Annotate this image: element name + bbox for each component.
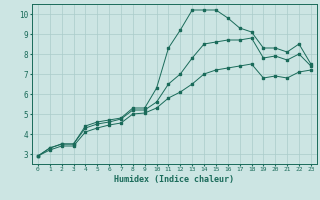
X-axis label: Humidex (Indice chaleur): Humidex (Indice chaleur) — [115, 175, 234, 184]
